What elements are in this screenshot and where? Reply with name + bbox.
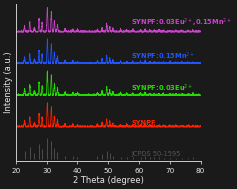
- Text: SYNPF:0.15Mn$^{2+}$: SYNPF:0.15Mn$^{2+}$: [131, 51, 196, 62]
- Text: JCPDS 50-1595: JCPDS 50-1595: [131, 151, 181, 157]
- Text: SYNPF:0.03Eu$^{2+}$: SYNPF:0.03Eu$^{2+}$: [131, 83, 193, 94]
- Text: SYNPF:0.03Eu$^{2+}$,0.15Mn$^{2+}$: SYNPF:0.03Eu$^{2+}$,0.15Mn$^{2+}$: [131, 17, 232, 29]
- X-axis label: 2 Theta (degree): 2 Theta (degree): [73, 176, 144, 185]
- Text: SYNPF: SYNPF: [131, 120, 156, 126]
- Y-axis label: Intensity (a.u.): Intensity (a.u.): [4, 52, 13, 113]
